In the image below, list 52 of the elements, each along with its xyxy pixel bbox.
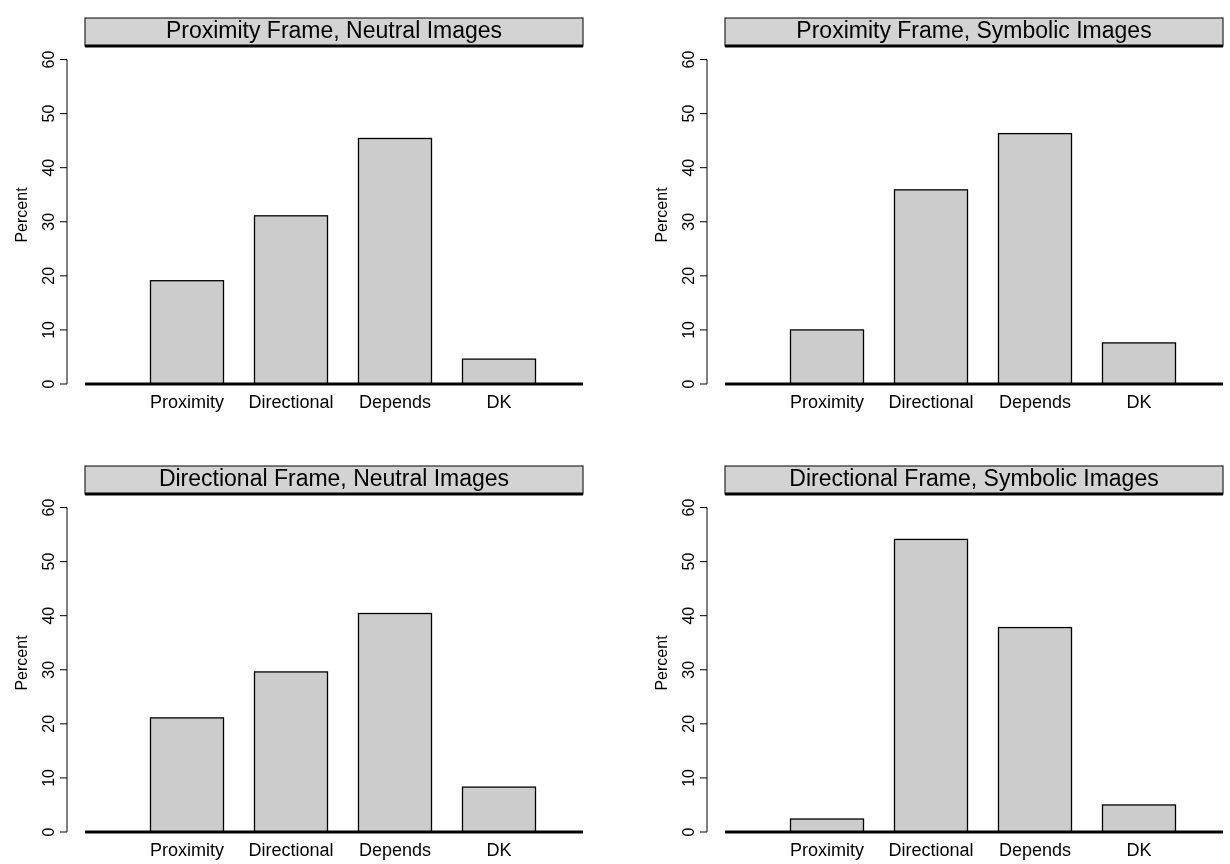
x-tick-label: DK [1126,392,1152,412]
x-tick-label: Proximity [789,392,865,412]
y-tick-label: 0 [40,379,57,389]
chart-title: Proximity Frame, Symbolic Images [796,17,1152,43]
y-tick-label: 20 [680,714,697,733]
y-axis-title: Percent [13,634,30,691]
x-tick-label: Depends [998,840,1072,860]
x-tick-label: Depends [358,840,432,860]
y-tick-label: 50 [40,552,57,571]
x-tick-label: DK [486,840,512,860]
y-tick-label: 30 [40,212,57,231]
y-tick-label: 50 [40,104,57,123]
y-tick-label: 60 [40,50,57,69]
x-tick-label: DK [1126,840,1152,860]
y-tick-label: 0 [680,827,697,837]
y-tick-label: 20 [680,266,697,285]
y-tick-label: 60 [680,50,697,69]
y-tick-label: 60 [40,498,57,517]
y-axis-title: Percent [653,634,670,691]
chart-title: Directional Frame, Neutral Images [158,465,510,491]
x-tick-label: DK [486,392,512,412]
x-tick-label: Directional [248,392,334,412]
y-tick-label: 10 [40,320,57,339]
chart-title: Proximity Frame, Neutral Images [165,17,503,43]
y-tick-label: 10 [40,768,57,787]
x-tick-label: Proximity [149,392,225,412]
y-tick-label: 50 [680,104,697,123]
y-tick-label: 10 [680,768,697,787]
x-tick-label: Depends [358,392,432,412]
y-tick-label: 10 [680,320,697,339]
x-tick-label: Proximity [149,840,225,860]
y-tick-label: 20 [40,266,57,285]
x-tick-label: Directional [888,840,974,860]
chart-title: Directional Frame, Symbolic Images [789,465,1159,491]
y-tick-label: 30 [680,212,697,231]
y-tick-label: 40 [40,158,57,177]
y-tick-label: 30 [40,660,57,679]
y-tick-label: 60 [680,498,697,517]
y-tick-label: 40 [40,606,57,625]
x-tick-label: Depends [998,392,1072,412]
y-tick-label: 40 [680,158,697,177]
y-axis-title: Percent [13,186,30,243]
y-tick-label: 40 [680,606,697,625]
x-tick-label: Directional [248,840,334,860]
x-tick-label: Directional [888,392,974,412]
y-tick-label: 0 [680,379,697,389]
x-tick-label: Proximity [789,840,865,860]
y-tick-label: 0 [40,827,57,837]
y-axis-title: Percent [653,186,670,243]
y-tick-label: 50 [680,552,697,571]
y-tick-label: 20 [40,714,57,733]
y-tick-label: 30 [680,660,697,679]
